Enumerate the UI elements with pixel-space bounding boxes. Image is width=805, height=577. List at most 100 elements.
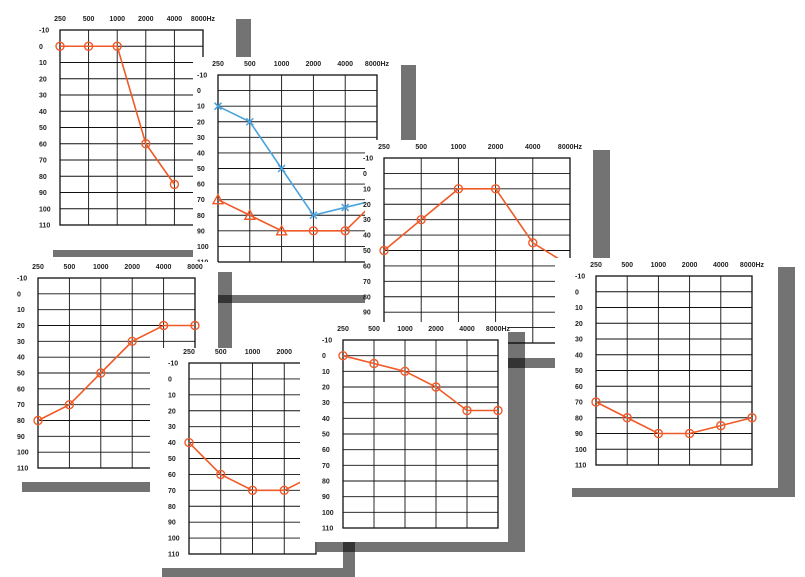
y-tick-label: -10 [197, 73, 207, 80]
y-tick-label: 100 [197, 244, 209, 251]
y-tick-label: 50 [575, 368, 583, 375]
y-tick-label: 30 [322, 400, 330, 407]
x-tick-label: 4000 [459, 326, 475, 333]
x-tick-label: 500 [83, 16, 95, 23]
x-tick-label: 250 [590, 262, 602, 269]
data-point-cross [341, 203, 350, 212]
y-tick-label: 60 [363, 263, 371, 270]
y-tick-label: 30 [17, 339, 25, 346]
y-tick-label: 0 [322, 353, 326, 360]
y-tick-label: -10 [575, 274, 585, 281]
y-tick-label: 80 [363, 294, 371, 301]
data-point-circle [379, 245, 389, 256]
y-tick-label: 90 [168, 520, 176, 527]
x-tick-label: 500 [621, 262, 633, 269]
x-tick-label: 500 [215, 349, 227, 356]
x-tick-label: 4000 [525, 144, 541, 151]
series-line [217, 198, 378, 232]
y-tick-label: 30 [575, 337, 583, 344]
y-tick-label: 60 [168, 472, 176, 479]
data-point-circle [247, 485, 258, 496]
data-point-circle [416, 214, 426, 225]
x-tick-label: 250 [378, 144, 390, 151]
y-tick-label: 40 [197, 150, 205, 157]
x-tick-label: 2000 [306, 61, 322, 68]
y-tick-label: 100 [39, 206, 51, 213]
y-tick-label: 90 [17, 434, 25, 441]
data-point-circle [184, 437, 194, 448]
x-tick-label: 2000 [138, 16, 154, 23]
x-tick-label: 1000 [451, 144, 467, 151]
x-tick-label: 4000 [713, 262, 729, 269]
x-tick-label: 8000Hz [486, 326, 511, 333]
y-tick-label: 70 [322, 463, 330, 470]
y-tick-label: 0 [168, 376, 172, 383]
x-tick-label: 250 [32, 264, 44, 271]
plot-frame [595, 275, 753, 466]
y-tick-label: 80 [575, 415, 583, 422]
x-tick-label: 8000Hz [740, 262, 765, 269]
y-tick-label: 70 [168, 488, 176, 495]
y-tick-label: 40 [17, 355, 25, 362]
data-point-circle [453, 184, 464, 194]
data-point-circle [684, 428, 695, 439]
x-tick-label: 1000 [274, 61, 290, 68]
x-tick-label: 1000 [245, 349, 261, 356]
series-line [383, 188, 571, 267]
y-tick-label: 40 [168, 440, 176, 447]
data-point-circle [338, 350, 348, 361]
y-tick-label: 60 [39, 141, 47, 148]
x-tick-label: 8000Hz [558, 144, 583, 151]
series-line [217, 105, 378, 217]
y-tick-label: 30 [197, 135, 205, 142]
x-tick-label: 500 [64, 264, 76, 271]
y-tick-label: 100 [575, 447, 587, 454]
data-point-circle [279, 485, 289, 496]
y-tick-label: 20 [39, 76, 47, 83]
card-background [300, 322, 508, 542]
y-tick-label: 110 [168, 552, 179, 559]
y-tick-label: 90 [575, 431, 583, 438]
x-tick-label: 2000 [682, 262, 698, 269]
audiogram-card-far-right: -10 0 10 20 30 40 50 60 70 80 90 100 110 250 500 1000 20… [555, 258, 795, 497]
data-point-circle [493, 405, 503, 416]
data-point-triangle [275, 224, 288, 236]
data-point-circle [400, 366, 410, 377]
x-tick-label: 8000Hz [365, 61, 390, 68]
y-tick-label: 60 [17, 386, 25, 393]
y-tick-label: 10 [575, 305, 583, 312]
y-tick-label: 0 [363, 171, 367, 178]
y-tick-label: -10 [363, 156, 373, 163]
data-point-circle [190, 320, 200, 331]
y-tick-label: 20 [168, 408, 176, 415]
x-tick-label: 2000 [428, 326, 444, 333]
x-tick-label: 2000 [488, 144, 504, 151]
y-tick-label: 70 [363, 279, 371, 286]
data-point-circle [653, 428, 664, 439]
y-tick-label: 10 [322, 369, 330, 376]
y-tick-label: 50 [17, 371, 25, 378]
y-tick-label: 10 [363, 186, 371, 193]
y-tick-label: 110 [39, 223, 50, 230]
x-tick-label: 1000 [93, 264, 109, 271]
x-tick-label: 8000Hz [191, 16, 216, 23]
y-tick-label: 10 [197, 104, 205, 111]
y-tick-label: 60 [322, 447, 330, 454]
x-tick-label: 2000 [124, 264, 140, 271]
y-tick-label: 50 [322, 432, 330, 439]
y-tick-label: 60 [197, 182, 205, 189]
data-point-cross [309, 211, 318, 220]
x-tick-label: 4000 [167, 16, 183, 23]
y-tick-label: 60 [575, 384, 583, 391]
data-point-circle [747, 413, 757, 423]
x-tick-label: 250 [54, 16, 66, 23]
y-tick-label: -10 [168, 361, 178, 368]
y-tick-label: 40 [322, 416, 330, 423]
series-line [37, 324, 195, 422]
series-line [188, 442, 317, 492]
data-point-triangle [211, 193, 225, 205]
y-tick-label: -10 [322, 338, 332, 345]
data-point-circle [369, 358, 379, 369]
y-tick-label: -10 [17, 276, 27, 283]
